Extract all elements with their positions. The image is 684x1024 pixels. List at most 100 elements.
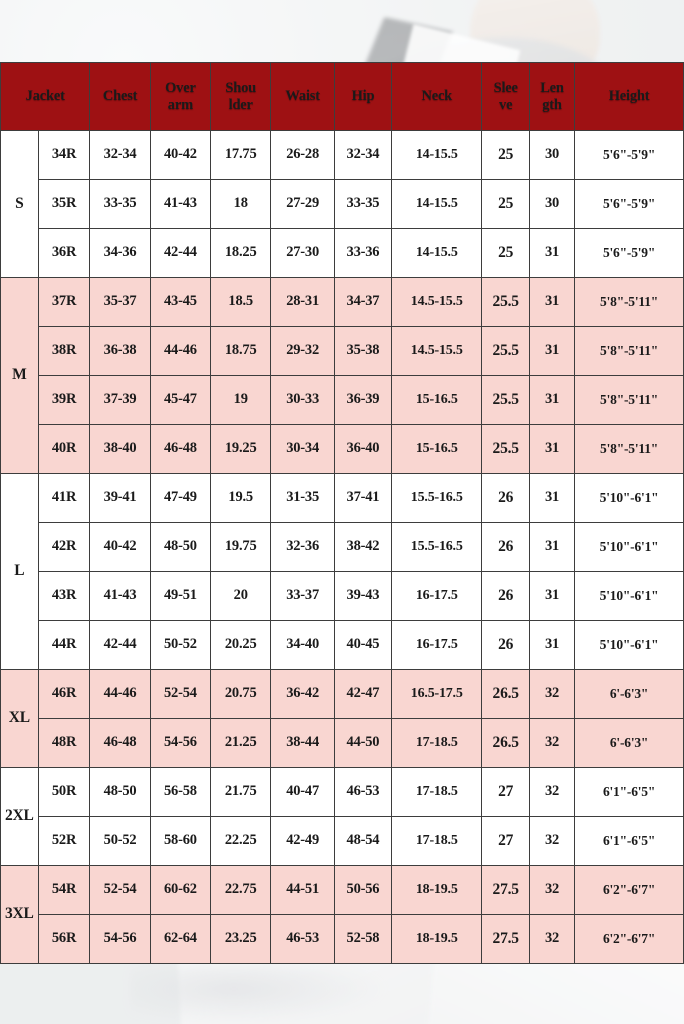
cell-shoulder: 19.25 [210, 424, 272, 474]
cell-jacket: 48R [37, 718, 91, 768]
cell-sleeve: 27.5 [481, 865, 530, 915]
cell-jacket: 37R [37, 277, 91, 327]
column-header-chest: Chest [89, 62, 151, 131]
cell-length: 31 [528, 277, 576, 327]
cell-height: 5'8"-5'11" [574, 375, 684, 425]
cell-jacket: 41R [37, 473, 91, 523]
cell-overarm: 43-45 [149, 277, 212, 327]
cell-sleeve: 27 [481, 816, 530, 866]
cell-neck: 14-15.5 [390, 179, 483, 229]
table-row: 48R 46-48 54-56 21.25 38-44 44-50 17-18.5 26.5 3… [1, 718, 684, 768]
cell-height: 5'6"-5'9" [574, 179, 684, 229]
cell-shoulder: 17.75 [210, 130, 272, 180]
cell-waist: 32-36 [270, 522, 335, 572]
cell-height: 5'6"-5'9" [574, 228, 684, 278]
cell-hip: 35-38 [333, 326, 393, 376]
cell-waist: 29-32 [270, 326, 335, 376]
cell-chest: 46-48 [89, 718, 151, 768]
cell-neck: 18-19.5 [390, 865, 483, 915]
cell-neck: 16-17.5 [390, 620, 483, 670]
cell-overarm: 42-44 [149, 228, 212, 278]
cell-jacket: 38R [37, 326, 91, 376]
column-header-height: Height [574, 62, 684, 131]
cell-neck: 14.5-15.5 [390, 277, 483, 327]
cell-hip: 42-47 [333, 669, 393, 719]
cell-sleeve: 26 [481, 473, 530, 523]
cell-length: 32 [528, 669, 576, 719]
cell-waist: 31-35 [270, 473, 335, 523]
cell-sleeve: 26.5 [481, 718, 530, 768]
cell-jacket: 35R [37, 179, 91, 229]
cell-length: 31 [528, 326, 576, 376]
cell-chest: 44-46 [89, 669, 151, 719]
cell-sleeve: 25.5 [481, 375, 530, 425]
table-row: M 37R 35-37 43-45 18.5 28-31 34-37 14.5-15.5 25.… [0, 277, 684, 474]
cell-chest: 33-35 [89, 179, 151, 229]
cell-length: 30 [528, 179, 576, 229]
cell-jacket: 42R [37, 522, 91, 572]
cell-chest: 52-54 [89, 865, 151, 915]
table-row: 36R 34-36 42-44 18.25 27-30 33-36 14-15.5 25 31 5… [1, 228, 684, 278]
header-label-hip: Hip [351, 87, 375, 104]
cell-hip: 44-50 [333, 718, 393, 768]
cell-hip: 33-35 [333, 179, 393, 229]
cell-chest: 39-41 [89, 473, 151, 523]
table-header: Jacket Chest Over arm Shou lder Waist Hi… [0, 62, 684, 131]
cell-chest: 40-42 [89, 522, 151, 572]
cell-hip: 39-43 [333, 571, 393, 621]
cell-overarm: 58-60 [149, 816, 212, 866]
size-chart-table: Jacket Chest Over arm Shou lder Waist Hi… [0, 62, 684, 964]
column-header-waist: Waist [270, 62, 335, 131]
size-group-label-l: L [0, 473, 39, 670]
table-row: 40R 38-40 46-48 19.25 30-34 36-40 15-16.5 25.5 3… [1, 424, 684, 474]
cell-length: 31 [528, 375, 576, 425]
cell-height: 5'10"-6'1" [574, 620, 684, 670]
cell-chest: 35-37 [89, 277, 151, 327]
cell-length: 31 [528, 522, 576, 572]
cell-overarm: 48-50 [149, 522, 212, 572]
cell-overarm: 54-56 [149, 718, 212, 768]
cell-neck: 17-18.5 [390, 718, 483, 768]
cell-height: 6'-6'3" [574, 669, 684, 719]
cell-length: 32 [528, 767, 576, 817]
cell-shoulder: 23.25 [210, 914, 272, 964]
cell-shoulder: 22.75 [210, 865, 272, 915]
size-group-label-m: M [0, 277, 39, 474]
cell-hip: 34-37 [333, 277, 393, 327]
cell-sleeve: 25.5 [481, 326, 530, 376]
table-row: S 34R 32-34 40-42 17.75 26-28 32-34 14-15.5 25 30… [0, 130, 684, 278]
cell-overarm: 45-47 [149, 375, 212, 425]
cell-chest: 41-43 [89, 571, 151, 621]
cell-height: 5'10"-6'1" [574, 522, 684, 572]
cell-chest: 48-50 [89, 767, 151, 817]
cell-chest: 32-34 [89, 130, 151, 180]
size-group-label-xl: XL [0, 669, 39, 768]
cell-shoulder: 20.75 [210, 669, 272, 719]
cell-length: 32 [528, 816, 576, 866]
table-row: L 41R 39-41 47-49 19.5 31-35 37-41 15.5-16.5 26 3… [0, 473, 684, 670]
cell-shoulder: 19.5 [210, 473, 272, 523]
cell-height: 6'2"-6'7" [574, 914, 684, 964]
cell-jacket: 52R [37, 816, 91, 866]
cell-chest: 50-52 [89, 816, 151, 866]
table-row: XL 46R 44-46 52-54 20.75 36-42 42-47 16.5-17.5 2… [0, 669, 684, 768]
cell-sleeve: 26 [481, 571, 530, 621]
cell-overarm: 41-43 [149, 179, 212, 229]
cell-jacket: 39R [37, 375, 91, 425]
cell-neck: 16.5-17.5 [390, 669, 483, 719]
cell-hip: 50-56 [333, 865, 393, 915]
cell-sleeve: 25 [481, 228, 530, 278]
cell-height: 5'8"-5'11" [574, 277, 684, 327]
cell-height: 6'1"-6'5" [574, 767, 684, 817]
table-row: 42R 40-42 48-50 19.75 32-36 38-42 15.5-16.5 26 3… [1, 522, 684, 572]
cell-sleeve: 26 [481, 620, 530, 670]
column-header-length: Len gth [528, 62, 576, 131]
header-label-overarm-line2: arm [167, 96, 193, 113]
cell-shoulder: 19.75 [210, 522, 272, 572]
cell-waist: 27-30 [270, 228, 335, 278]
header-label-length-line1: Len [540, 80, 564, 97]
cell-waist: 44-51 [270, 865, 335, 915]
cell-shoulder: 19 [210, 375, 272, 425]
header-label-waist: Waist [285, 87, 320, 104]
cell-chest: 34-36 [89, 228, 151, 278]
